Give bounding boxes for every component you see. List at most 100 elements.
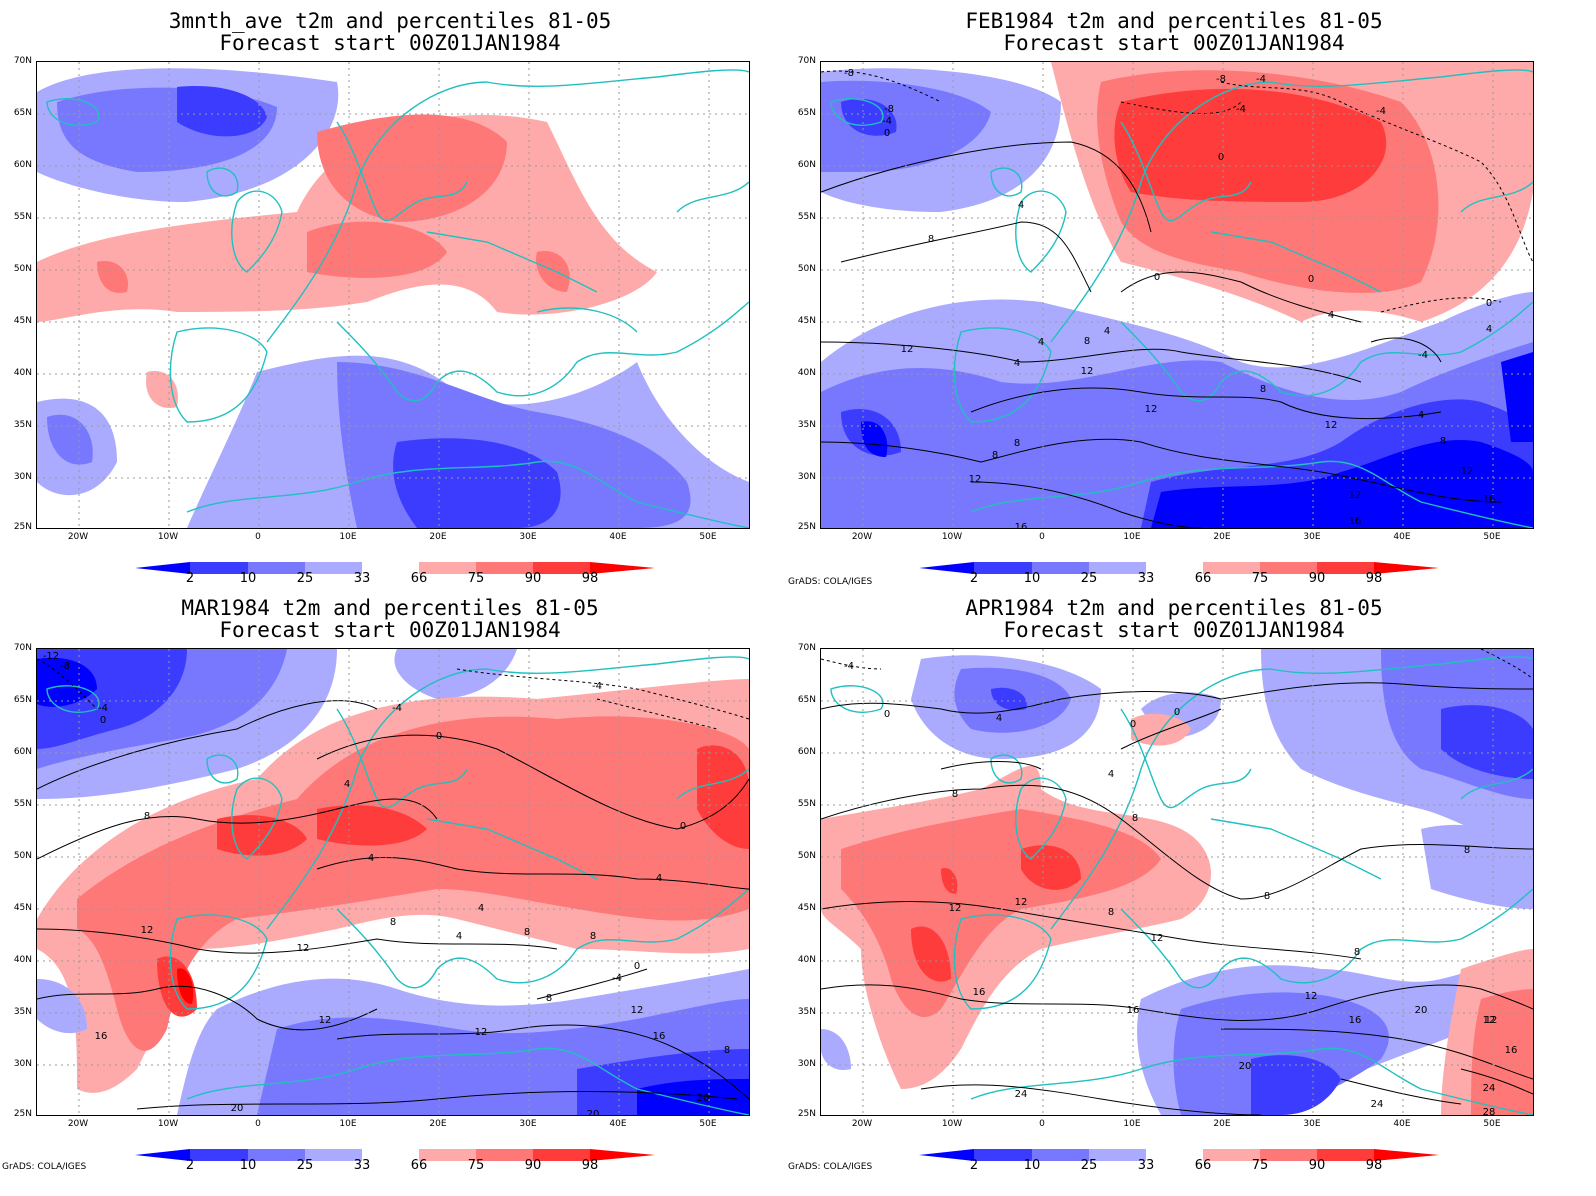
colorbar-label: 66 (410, 571, 428, 586)
contour-label: 24 (1483, 1083, 1496, 1094)
lon-label: 0 (1039, 1119, 1045, 1129)
lat-label: 70N (797, 56, 816, 66)
colorbar-label: 90 (524, 571, 542, 586)
colorbar-label: 25 (296, 1158, 314, 1173)
contour-label: 28 (1483, 1107, 1496, 1115)
colorbar-label: 33 (1137, 571, 1155, 586)
colorbar-label: 2 (185, 571, 195, 586)
contour-label: 4 (1486, 324, 1492, 335)
colorbar-label: 10 (1023, 571, 1041, 586)
lat-label: 30N (797, 472, 816, 482)
lon-label: 40E (609, 532, 627, 542)
lon-label: 20E (1213, 1119, 1231, 1129)
contour-label: -4 (392, 703, 402, 714)
contour-label: 16 (1015, 522, 1028, 528)
contour-label: 4 (1018, 200, 1024, 211)
colorbar: 2 10 25 33 66 75 90 98 (919, 1146, 1439, 1174)
contour-label: 16 (1483, 494, 1496, 505)
contour-label: -8 (1216, 74, 1226, 85)
map-area (36, 61, 750, 529)
contour-label: 8 (1132, 813, 1138, 824)
lon-label: 40E (1393, 532, 1411, 542)
colorbar-svg (919, 562, 1439, 574)
contour-label: 4 (1014, 358, 1020, 369)
colorbar-label: 90 (1308, 1158, 1326, 1173)
colorbar-label: 90 (1308, 571, 1326, 586)
lon-label: 30E (519, 1119, 537, 1129)
contour-label: 12 (1151, 933, 1164, 944)
lat-label: 60N (13, 160, 32, 170)
contour-label: 8 (390, 917, 396, 928)
contour-label: 0 (1174, 707, 1180, 718)
lon-label: 0 (1039, 532, 1045, 542)
colorbar-label: 75 (467, 1158, 485, 1173)
contour-label: 0 (884, 128, 890, 139)
lon-label: 0 (255, 1119, 261, 1129)
contour-label: 24 (1371, 1099, 1384, 1110)
contour-label: -8 (60, 661, 70, 672)
contour-label: 24 (1015, 1089, 1028, 1100)
lon-label: 0 (255, 532, 261, 542)
contour-label: -4 (1236, 104, 1246, 115)
contour-label: 0 (1486, 298, 1492, 309)
grads-credit: GrADS: COLA/IGES (788, 1162, 873, 1172)
contours (821, 682, 1533, 1115)
lat-label: 60N (797, 747, 816, 757)
colorbar-label: 33 (1137, 1158, 1155, 1173)
contour-label: 12 (1483, 1015, 1496, 1026)
lat-label: 50N (13, 851, 32, 861)
contour-label: 12 (1461, 466, 1474, 477)
panel-title: 3mnth_ave t2m and percentiles 81-05 Fore… (0, 10, 780, 54)
contour-label: 4 (996, 713, 1002, 724)
contour-label: 4 (478, 903, 484, 914)
lat-label: 35N (13, 420, 32, 430)
contour-label: -4 (592, 681, 602, 692)
colorbar-label: 66 (1194, 1158, 1212, 1173)
contour-label: 8 (144, 811, 150, 822)
grid (821, 62, 1533, 528)
lat-label: 35N (13, 1007, 32, 1017)
contour-label: 20 (1239, 1061, 1252, 1072)
lat-label: 35N (797, 420, 816, 430)
contour-label: 20 (1415, 1005, 1428, 1016)
map-area: -12 -8 -4 0 -4 0 -4 4 8 0 4 4 12 8 4 4 8… (36, 648, 750, 1116)
contour-label: 4 (1038, 337, 1044, 348)
lon-label: 20W (67, 1119, 89, 1129)
lon-label: 20W (67, 532, 89, 542)
colorbar: 2 10 25 33 66 75 90 98 (919, 559, 1439, 587)
contours (37, 700, 749, 1110)
contour-label: 12 (969, 474, 982, 485)
contour-label: 4 (344, 779, 350, 790)
map-svg: -8 -8 -8 -4 -4 -4 0 0 -4 4 8 0 0 4 12 4 … (821, 62, 1533, 528)
panel-title: APR1984 t2m and percentiles 81-05 Foreca… (784, 597, 1564, 641)
lat-label: 30N (13, 472, 32, 482)
lon-label: 10E (339, 532, 357, 542)
lon-label: 20W (851, 532, 873, 542)
grid (37, 649, 749, 1115)
title-line2: Forecast start 00Z01JAN1984 (1003, 31, 1345, 55)
lat-label: 25N (797, 522, 816, 532)
colorbar-label: 75 (1251, 1158, 1269, 1173)
contour-label: 0 (634, 961, 640, 972)
coastlines (830, 69, 1533, 528)
contour-label: -8 (884, 104, 894, 115)
contour-label: 8 (1440, 436, 1446, 447)
colorbar-label: 2 (969, 1158, 979, 1173)
lon-label: 20W (851, 1119, 873, 1129)
map-svg: -12 -8 -4 0 -4 0 -4 4 8 0 4 4 12 8 4 4 8… (37, 649, 749, 1115)
contour-label: 0 (1130, 719, 1136, 730)
grads-credit: GrADS: COLA/IGES (2, 1162, 87, 1172)
contour-label: 12 (297, 943, 310, 954)
coastlines (46, 656, 749, 1115)
colorbar-label: 98 (1365, 571, 1383, 586)
colorbar-label: 98 (581, 571, 599, 586)
contour-label: 20 (587, 1109, 600, 1115)
lon-label: 30E (1303, 532, 1321, 542)
colorbar-label: 66 (410, 1158, 428, 1173)
contour-label: -4 (612, 973, 622, 984)
contour-label: -4 (1256, 74, 1266, 85)
lat-label: 60N (797, 160, 816, 170)
contour-label: -4 (1376, 106, 1386, 117)
lat-label: 40N (13, 368, 32, 378)
lat-label: 45N (13, 903, 32, 913)
